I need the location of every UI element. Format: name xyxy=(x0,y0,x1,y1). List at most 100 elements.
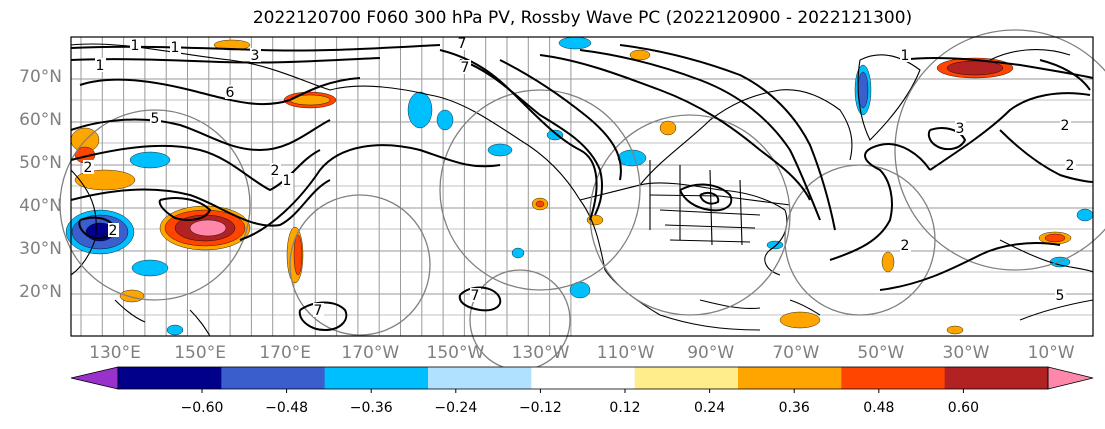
pv-anomaly-patch xyxy=(119,289,145,303)
longitude-label: 30°W xyxy=(942,343,990,363)
contour-label: 7 xyxy=(458,36,467,52)
colorbar-segment xyxy=(324,367,429,389)
contour-label: 1 xyxy=(96,58,105,74)
pv-contour xyxy=(70,179,331,227)
pv-contour xyxy=(499,59,622,181)
colorbar-tick-label: 0.60 xyxy=(947,400,979,416)
colorbar-tick-label: −0.24 xyxy=(434,400,478,416)
latitude-label: 60°N xyxy=(19,110,62,130)
contour-label: 2 xyxy=(84,160,93,176)
contour-label: 2 xyxy=(1066,158,1075,174)
pv-anomaly-patch xyxy=(1076,208,1094,222)
pv-anomaly-patch xyxy=(407,91,433,129)
contour-label-bg xyxy=(900,238,911,252)
pv-anomaly-patch xyxy=(74,169,136,191)
colorbar-outline xyxy=(117,366,1049,390)
pc-circles xyxy=(59,29,1105,371)
coastline-segment xyxy=(114,299,146,323)
contour-label: 2 xyxy=(271,163,280,179)
coastline-segment xyxy=(857,54,921,141)
pv-contour xyxy=(458,286,502,312)
colorbar-tick-label: 0.36 xyxy=(778,400,810,416)
colorbar-tick-label: −0.60 xyxy=(180,400,224,416)
colorbar-segment xyxy=(221,367,326,389)
coastline-segment xyxy=(639,89,853,186)
pv-contour xyxy=(619,44,836,231)
contour-label: 3 xyxy=(956,121,965,137)
contour-label-bg xyxy=(313,303,324,317)
pv-anomaly-patch xyxy=(881,251,895,273)
colorbar-segment xyxy=(118,367,222,389)
contour-label: 2 xyxy=(1061,118,1070,134)
pv-contour xyxy=(459,59,604,216)
contour-label: 7 xyxy=(314,303,323,319)
pv-anomaly-patch xyxy=(766,240,784,250)
contour-label-bg xyxy=(955,121,966,135)
contour-label-bg xyxy=(170,40,181,54)
latitude-label: 20°N xyxy=(19,282,62,302)
coastline-segment xyxy=(989,49,1071,61)
colorbar-tick-label: 0.12 xyxy=(609,400,641,416)
rossby-pc-circle xyxy=(289,194,431,336)
contour-label-bg xyxy=(460,60,471,74)
coastline-segment xyxy=(189,309,211,337)
longitude-label: 110°W xyxy=(596,343,655,363)
contour-label: 1 xyxy=(171,40,180,56)
longitude-label: 150°E xyxy=(174,343,226,363)
latitude-label: 50°N xyxy=(19,153,62,173)
colorbar xyxy=(70,366,1094,393)
plot-frame xyxy=(70,36,1094,337)
pv-contour xyxy=(679,183,733,212)
contour-label-bg xyxy=(457,36,468,50)
colorbar-tick-label: −0.36 xyxy=(349,400,393,416)
pv-contour xyxy=(158,197,212,221)
pv-contour xyxy=(829,143,931,261)
pv-contour xyxy=(699,192,720,205)
pv-contour xyxy=(539,54,811,201)
pv-contour xyxy=(999,129,1094,183)
longitude-label: 130°W xyxy=(511,343,570,363)
pv-contour xyxy=(78,216,117,239)
contour-label-bg xyxy=(270,163,281,177)
contour-label: 5 xyxy=(1056,288,1065,304)
longitude-label: 90°W xyxy=(687,343,735,363)
pv-contours xyxy=(70,44,1094,332)
longitude-label: 50°W xyxy=(857,343,905,363)
contour-label-bg xyxy=(282,173,293,187)
pv-anomaly-patch xyxy=(629,49,651,61)
pv-contour xyxy=(70,118,331,152)
contour-label: 2 xyxy=(901,238,910,254)
colorbar-segment xyxy=(841,367,946,389)
contour-label-bg xyxy=(83,160,94,174)
longitude-label: 170°W xyxy=(341,343,400,363)
contour-label-bg xyxy=(900,48,911,62)
pv-anomaly-patch xyxy=(659,120,677,136)
colorbar-tick-label: −0.12 xyxy=(518,400,562,416)
latitude-label: 40°N xyxy=(19,196,62,216)
longitude-label: 70°W xyxy=(772,343,820,363)
pv-anomaly-patch xyxy=(535,200,545,208)
latitude-label: 70°N xyxy=(19,67,62,87)
contour-label-bg xyxy=(225,85,236,99)
colorbar-extend-low xyxy=(70,366,119,390)
contour-label: 2 xyxy=(109,223,118,239)
pv-anomaly-patch xyxy=(1044,233,1066,243)
pv-anomaly-patch xyxy=(131,259,169,277)
contour-label: 7 xyxy=(471,288,480,304)
contour-label-bg xyxy=(130,38,141,52)
colorbar-segment xyxy=(634,367,739,389)
contour-label-bg xyxy=(250,48,261,62)
pv-anomaly-patch xyxy=(129,151,171,169)
colorbar-segment xyxy=(428,367,532,389)
pv-anomaly-patch xyxy=(166,324,184,336)
rossby-pc-circle xyxy=(59,109,251,301)
pv-anomaly-patch xyxy=(487,143,513,157)
pv-anomaly-patch xyxy=(436,109,454,131)
contour-label: 1 xyxy=(283,173,292,189)
contour-label: 3 xyxy=(251,48,260,64)
pv-anomaly-patch xyxy=(558,36,592,50)
colorbar-tick-label: 0.48 xyxy=(863,400,895,416)
coastline-segment xyxy=(1019,299,1094,321)
